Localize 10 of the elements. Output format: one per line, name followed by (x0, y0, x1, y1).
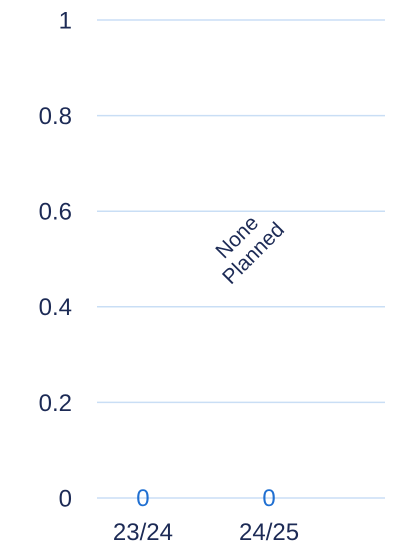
data-label: 0 (262, 485, 276, 512)
y-tick-label: 0.4 (38, 294, 72, 322)
y-tick-label: 0.2 (38, 390, 72, 417)
y-tick-label: 1 (58, 7, 72, 34)
data-label: 0 (136, 485, 150, 512)
y-tick-label: 0 (58, 485, 72, 512)
x-tick-label: 24/25 (239, 519, 300, 546)
y-tick-label: 0.6 (38, 198, 72, 226)
x-tick-label: 23/24 (112, 519, 173, 546)
y-tick-label: 0.8 (38, 103, 72, 130)
